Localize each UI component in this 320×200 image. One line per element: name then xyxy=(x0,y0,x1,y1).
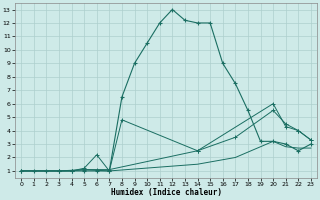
X-axis label: Humidex (Indice chaleur): Humidex (Indice chaleur) xyxy=(110,188,221,197)
